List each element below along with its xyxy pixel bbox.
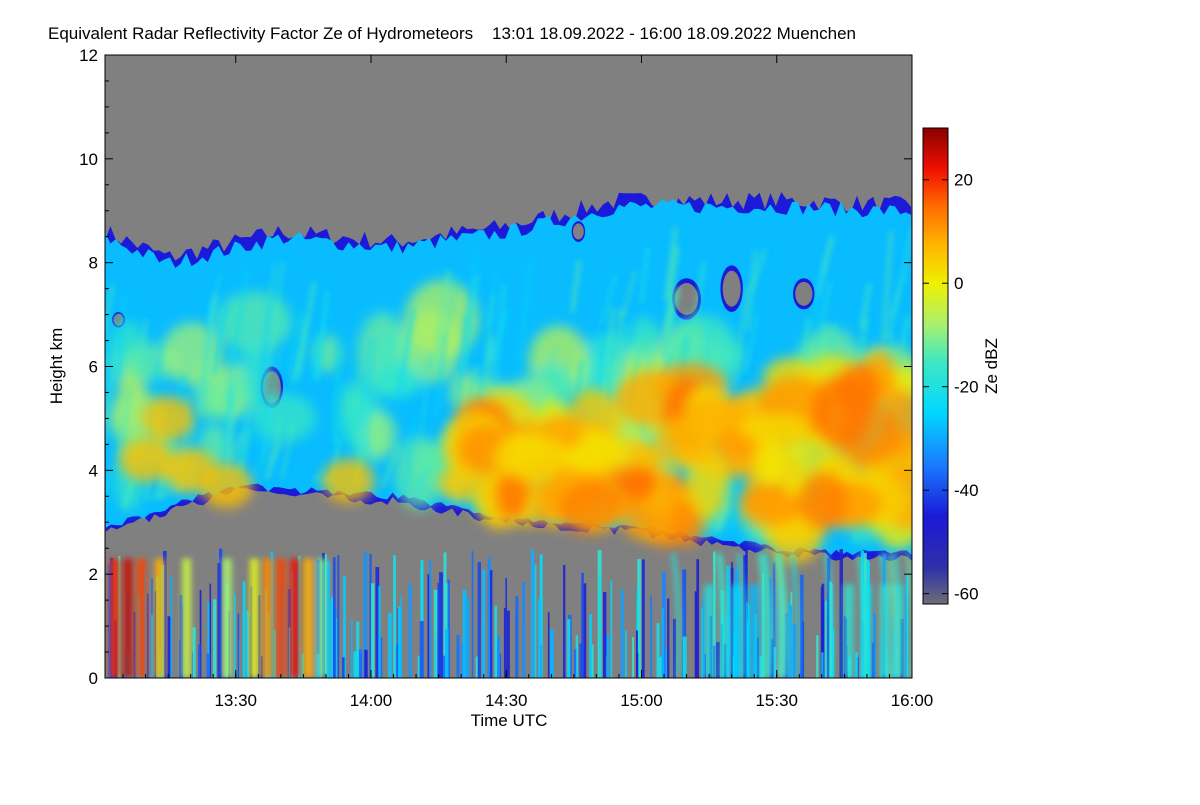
colorbar-tick-label: -40 [954,481,979,500]
y-tick-label: 2 [89,565,98,584]
y-tick-label: 12 [79,46,98,65]
y-axis-label: Height km [47,328,66,405]
reflectivity-core [119,351,912,564]
y-tick: 6 [89,358,912,377]
x-tick-label: 15:30 [755,691,798,710]
colorbar-tick: -20 [923,378,979,397]
reflectivity-field [105,192,912,678]
y-tick: 12 [79,46,912,65]
colorbar-bar [922,127,949,605]
colorbar-tick: -40 [923,481,979,500]
colorbar: 20 0 -20 -40 -60 Ze dBZ [922,127,1001,605]
y-tick-label: 8 [89,254,98,273]
x-tick-label: 14:30 [485,691,528,710]
y-tick: 10 [79,150,912,169]
y-tick-label: 4 [89,461,98,480]
y-axis: 0 2 4 6 8 10 12 [79,46,912,688]
x-tick-label: 13:30 [214,691,257,710]
cloud-gap [795,281,813,306]
colorbar-tick-label: 20 [954,171,973,190]
x-tick-label: 16:00 [891,691,934,710]
plot-area [105,55,912,678]
x-tick-label: 15:00 [620,691,663,710]
y-tick-label: 6 [89,358,98,377]
cloud-gap [722,270,741,307]
x-axis: 13:30 14:00 14:30 15:00 15:30 16:00 [122,55,934,710]
colorbar-label: Ze dBZ [982,338,1001,394]
colorbar-tick-label: -60 [954,585,979,604]
cloud-gap [572,223,584,240]
y-tick: 8 [89,254,912,273]
cloud-gap [675,283,699,316]
x-tick-label: 14:00 [350,691,393,710]
y-tick: 4 [89,461,912,480]
y-tick-label: 0 [89,669,98,688]
y-tick: 2 [89,565,912,584]
colorbar-tick: 20 [923,171,973,190]
chart-title: Equivalent Radar Reflectivity Factor Ze … [48,24,856,43]
heavy-rain [110,553,912,678]
colorbar-ticks: 20 0 -20 -40 -60 [923,171,979,604]
colorbar-tick-label: 0 [954,274,963,293]
x-axis-label: Time UTC [471,711,548,730]
y-tick-label: 10 [79,150,98,169]
colorbar-tick: -60 [923,585,979,604]
colorbar-tick: 0 [923,274,963,293]
y-tick: 0 [89,669,912,688]
colorbar-tick-label: -20 [954,378,979,397]
